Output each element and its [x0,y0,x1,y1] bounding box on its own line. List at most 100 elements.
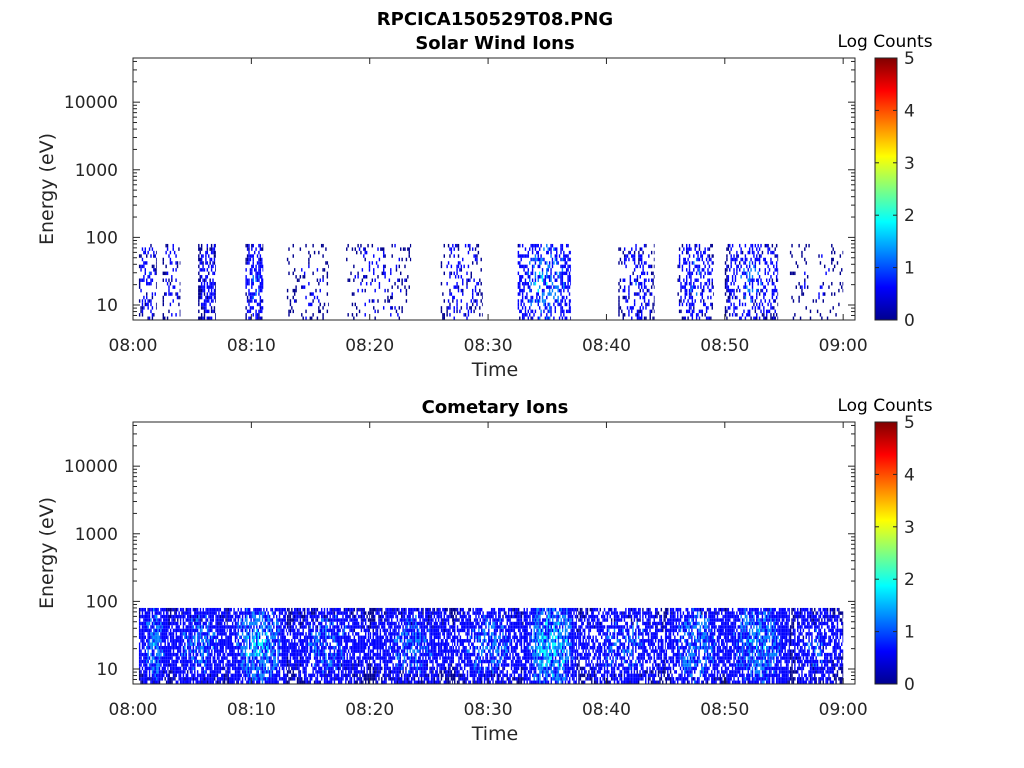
spectrogram-cell [157,632,159,636]
spectrogram-cell [248,642,251,646]
spectrogram-cell [340,677,343,681]
spectrogram-cell [192,628,195,633]
spectrogram-cell [254,642,257,646]
spectrogram-cell [244,659,247,664]
spectrogram-cell [274,642,276,646]
spectrogram-cell [271,677,274,681]
spectrogram-cell [347,639,350,643]
spectrogram-cell [323,673,326,678]
spectrogram-cell [163,628,165,633]
spectrogram-cell [805,261,807,265]
spectrogram-cell [312,243,314,248]
spectrogram-cell [708,316,711,320]
spectrogram-cell [263,614,265,619]
spectrogram-cell [210,292,213,296]
spectrogram-cell [191,621,193,626]
spectrogram-cell [150,659,152,664]
spectrogram-cell [230,680,232,684]
spectrogram-cell [342,635,344,640]
spectrogram-cell [568,309,571,314]
spectrogram-cell [184,663,186,667]
spectrogram-cell [296,680,299,684]
spectrogram-cell [210,306,213,310]
spectrogram-cell [303,680,306,684]
spectrogram-cell [695,313,698,317]
spectrogram-cell [286,621,289,626]
spectrogram-cell [342,645,344,650]
spectrogram-cell [252,257,254,262]
spectrogram-cell [639,254,641,258]
spectrogram-cell [184,680,186,684]
spectrogram-cell [736,264,738,269]
spectrogram-cell [540,254,542,258]
spectrogram-cell [537,264,539,269]
spectrogram-cell [306,611,309,615]
spectrogram-cell [273,666,275,671]
spectrogram-cell [146,278,148,282]
spectrogram-cell [349,639,351,643]
spectrogram-cell [758,306,761,310]
spectrogram-cell [229,652,231,657]
spectrogram-cell [231,649,234,653]
spectrogram-cell [316,663,319,667]
spectrogram-cell [146,673,148,678]
spectrogram-cell [151,306,154,310]
spectrogram-cell [167,652,169,657]
spectrogram-cell [218,625,220,629]
spectrogram-cell [182,656,185,660]
spectrogram-cell [208,645,210,650]
spectrogram-cell [253,618,255,622]
spectrogram-cell [652,316,654,320]
spectrogram-cell [263,628,265,633]
spectrogram-cell [842,288,844,293]
spectrogram-cell [202,261,204,265]
spectrogram-cell [768,278,771,282]
spectrogram-cell [157,628,159,633]
spectrogram-cell [751,288,754,293]
spectrogram-cell [550,254,552,258]
spectrogram-cell [680,309,682,314]
spectrogram-cell [295,285,297,289]
spectrogram-cell [230,673,232,678]
spectrogram-cell [239,642,241,646]
spectrogram-cell [724,281,727,286]
spectrogram-cell [205,607,207,612]
spectrogram-cell [340,656,343,660]
spectrogram-cell [202,278,204,282]
spectrogram-cell [264,656,267,660]
spectrogram-cell [178,247,180,251]
spectrogram-cell [332,645,334,650]
spectrogram-cell [143,625,145,629]
spectrogram-cell [639,247,641,251]
spectrogram-cell [216,628,219,633]
spectrogram-cell [165,621,168,626]
spectrogram-cell [821,316,823,320]
spectrogram-cell [141,652,144,657]
spectrogram-cell [554,257,557,262]
spectrogram-cell [147,649,149,653]
spectrogram-cell [763,309,765,314]
spectrogram-cell [391,285,393,289]
spectrogram-cell [267,659,269,664]
spectrogram-cell [257,628,259,633]
spectrogram-cell [175,625,178,629]
spectrogram-cell [273,673,275,678]
spectrogram-cell [339,621,341,626]
spectrogram-cell [280,628,282,633]
spectrogram-cell [262,285,264,289]
spectrogram-cell [565,243,568,248]
spectrogram-cell [194,632,196,636]
spectrogram-cell [298,652,300,657]
spectrogram-cell [257,639,259,643]
spectrogram-cell [151,313,154,317]
spectrogram-cell [703,302,705,307]
spectrogram-cell [303,673,306,678]
spectrogram-cell [179,659,182,664]
spectrogram-cell [729,295,731,300]
spectrogram-cell [641,316,643,320]
spectrogram-cell [234,673,237,678]
spectrogram-cell [275,632,278,636]
spectrogram-cell [237,677,240,681]
spectrogram-cell [219,649,222,653]
spectrogram-cell [161,659,164,664]
